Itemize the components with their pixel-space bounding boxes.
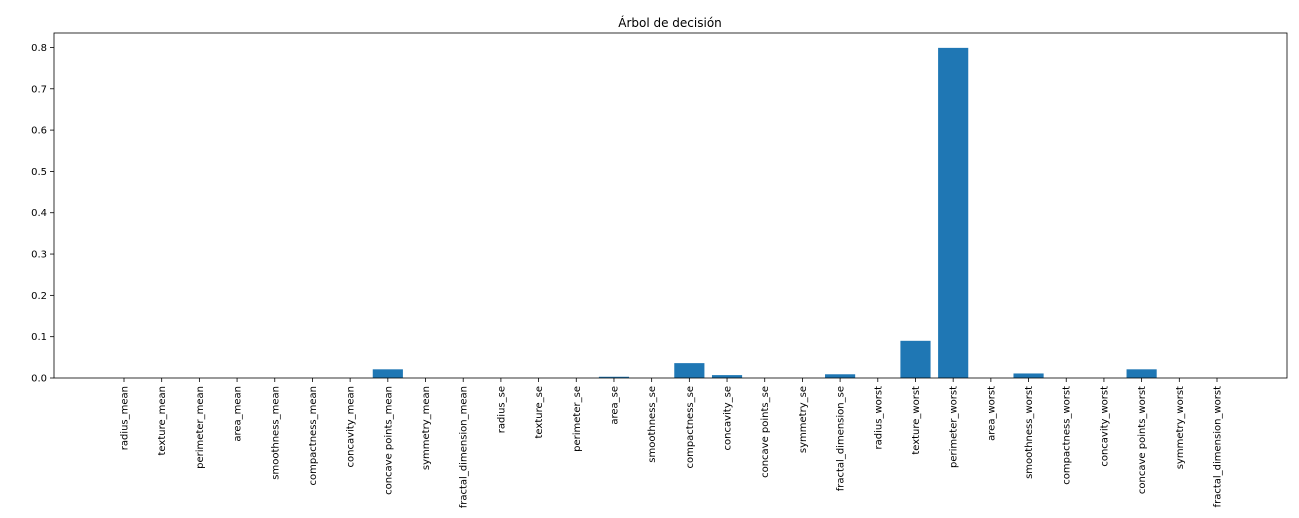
x-tick-label: fractal_dimension_mean bbox=[459, 386, 470, 508]
x-tick-label: area_se bbox=[609, 386, 620, 425]
x-tick-label: perimeter_mean bbox=[195, 386, 206, 469]
x-tick-label: perimeter_se bbox=[572, 386, 583, 452]
x-tick-label: area_mean bbox=[233, 386, 244, 442]
chart-title: Árbol de decisión bbox=[618, 15, 722, 30]
x-tick-label: radius_worst bbox=[873, 386, 884, 450]
bars-group bbox=[372, 47, 1157, 379]
x-tick-label: concavity_se bbox=[723, 386, 734, 450]
x-tick-label: fractal_dimension_se bbox=[836, 386, 847, 491]
x-tick-label: smoothness_worst bbox=[1024, 386, 1035, 479]
x-axis: radius_mean texture_mean perimeter_mean are… bbox=[120, 378, 1224, 508]
x-tick-label: concave points_mean bbox=[383, 386, 394, 495]
x-tick-label: texture_mean bbox=[157, 386, 168, 455]
bar-compactness_se bbox=[674, 363, 705, 378]
y-axis: 0.0 0.1 0.2 0.3 0.4 0.5 0.6 0.7 0.8 bbox=[31, 43, 54, 385]
y-tick-label: 0.4 bbox=[31, 208, 47, 219]
bar-concave-points_worst bbox=[1126, 369, 1157, 378]
x-tick-label: texture_se bbox=[534, 386, 545, 438]
x-tick-label: texture_worst bbox=[911, 386, 922, 455]
x-tick-label: fractal_dimension_worst bbox=[1213, 386, 1224, 508]
x-tick-label: radius_se bbox=[496, 386, 507, 433]
x-tick-label: compactness_mean bbox=[308, 386, 319, 486]
y-tick-label: 0.8 bbox=[31, 43, 47, 54]
bar-texture_worst bbox=[900, 340, 931, 378]
y-tick-label: 0.3 bbox=[31, 250, 47, 261]
y-tick-label: 0.2 bbox=[31, 291, 47, 302]
x-tick-label: perimeter_worst bbox=[949, 386, 960, 468]
x-tick-label: smoothness_mean bbox=[270, 386, 281, 480]
bar-perimeter_worst bbox=[938, 47, 969, 379]
y-tick-label: 0.7 bbox=[31, 84, 47, 95]
x-tick-label: symmetry_mean bbox=[421, 386, 432, 470]
x-tick-label: smoothness_se bbox=[647, 386, 658, 463]
bar-concave-points_mean bbox=[372, 369, 403, 378]
y-tick-label: 0.5 bbox=[31, 167, 47, 178]
x-tick-label: area_worst bbox=[986, 386, 997, 441]
x-tick-label: compactness_worst bbox=[1062, 386, 1073, 485]
x-tick-label: symmetry_worst bbox=[1175, 386, 1186, 469]
x-tick-label: concavity_mean bbox=[346, 386, 357, 467]
bar-fractal_dimension_se bbox=[825, 374, 856, 378]
bar-concavity_se bbox=[711, 375, 743, 378]
bar-smoothness_worst bbox=[1013, 373, 1044, 378]
bar-area_se bbox=[598, 376, 630, 378]
x-tick-label: radius_mean bbox=[120, 386, 131, 450]
x-tick-label: concavity_worst bbox=[1099, 386, 1110, 467]
x-tick-label: compactness_se bbox=[685, 386, 696, 469]
y-tick-label: 0.0 bbox=[31, 374, 47, 385]
x-tick-label: concave points_worst bbox=[1137, 386, 1148, 494]
x-tick-label: concave points_se bbox=[760, 386, 771, 478]
plot-frame bbox=[53, 32, 1288, 379]
x-tick-label: symmetry_se bbox=[798, 386, 809, 453]
y-tick-label: 0.6 bbox=[31, 126, 47, 137]
y-tick-label: 0.1 bbox=[31, 332, 47, 343]
